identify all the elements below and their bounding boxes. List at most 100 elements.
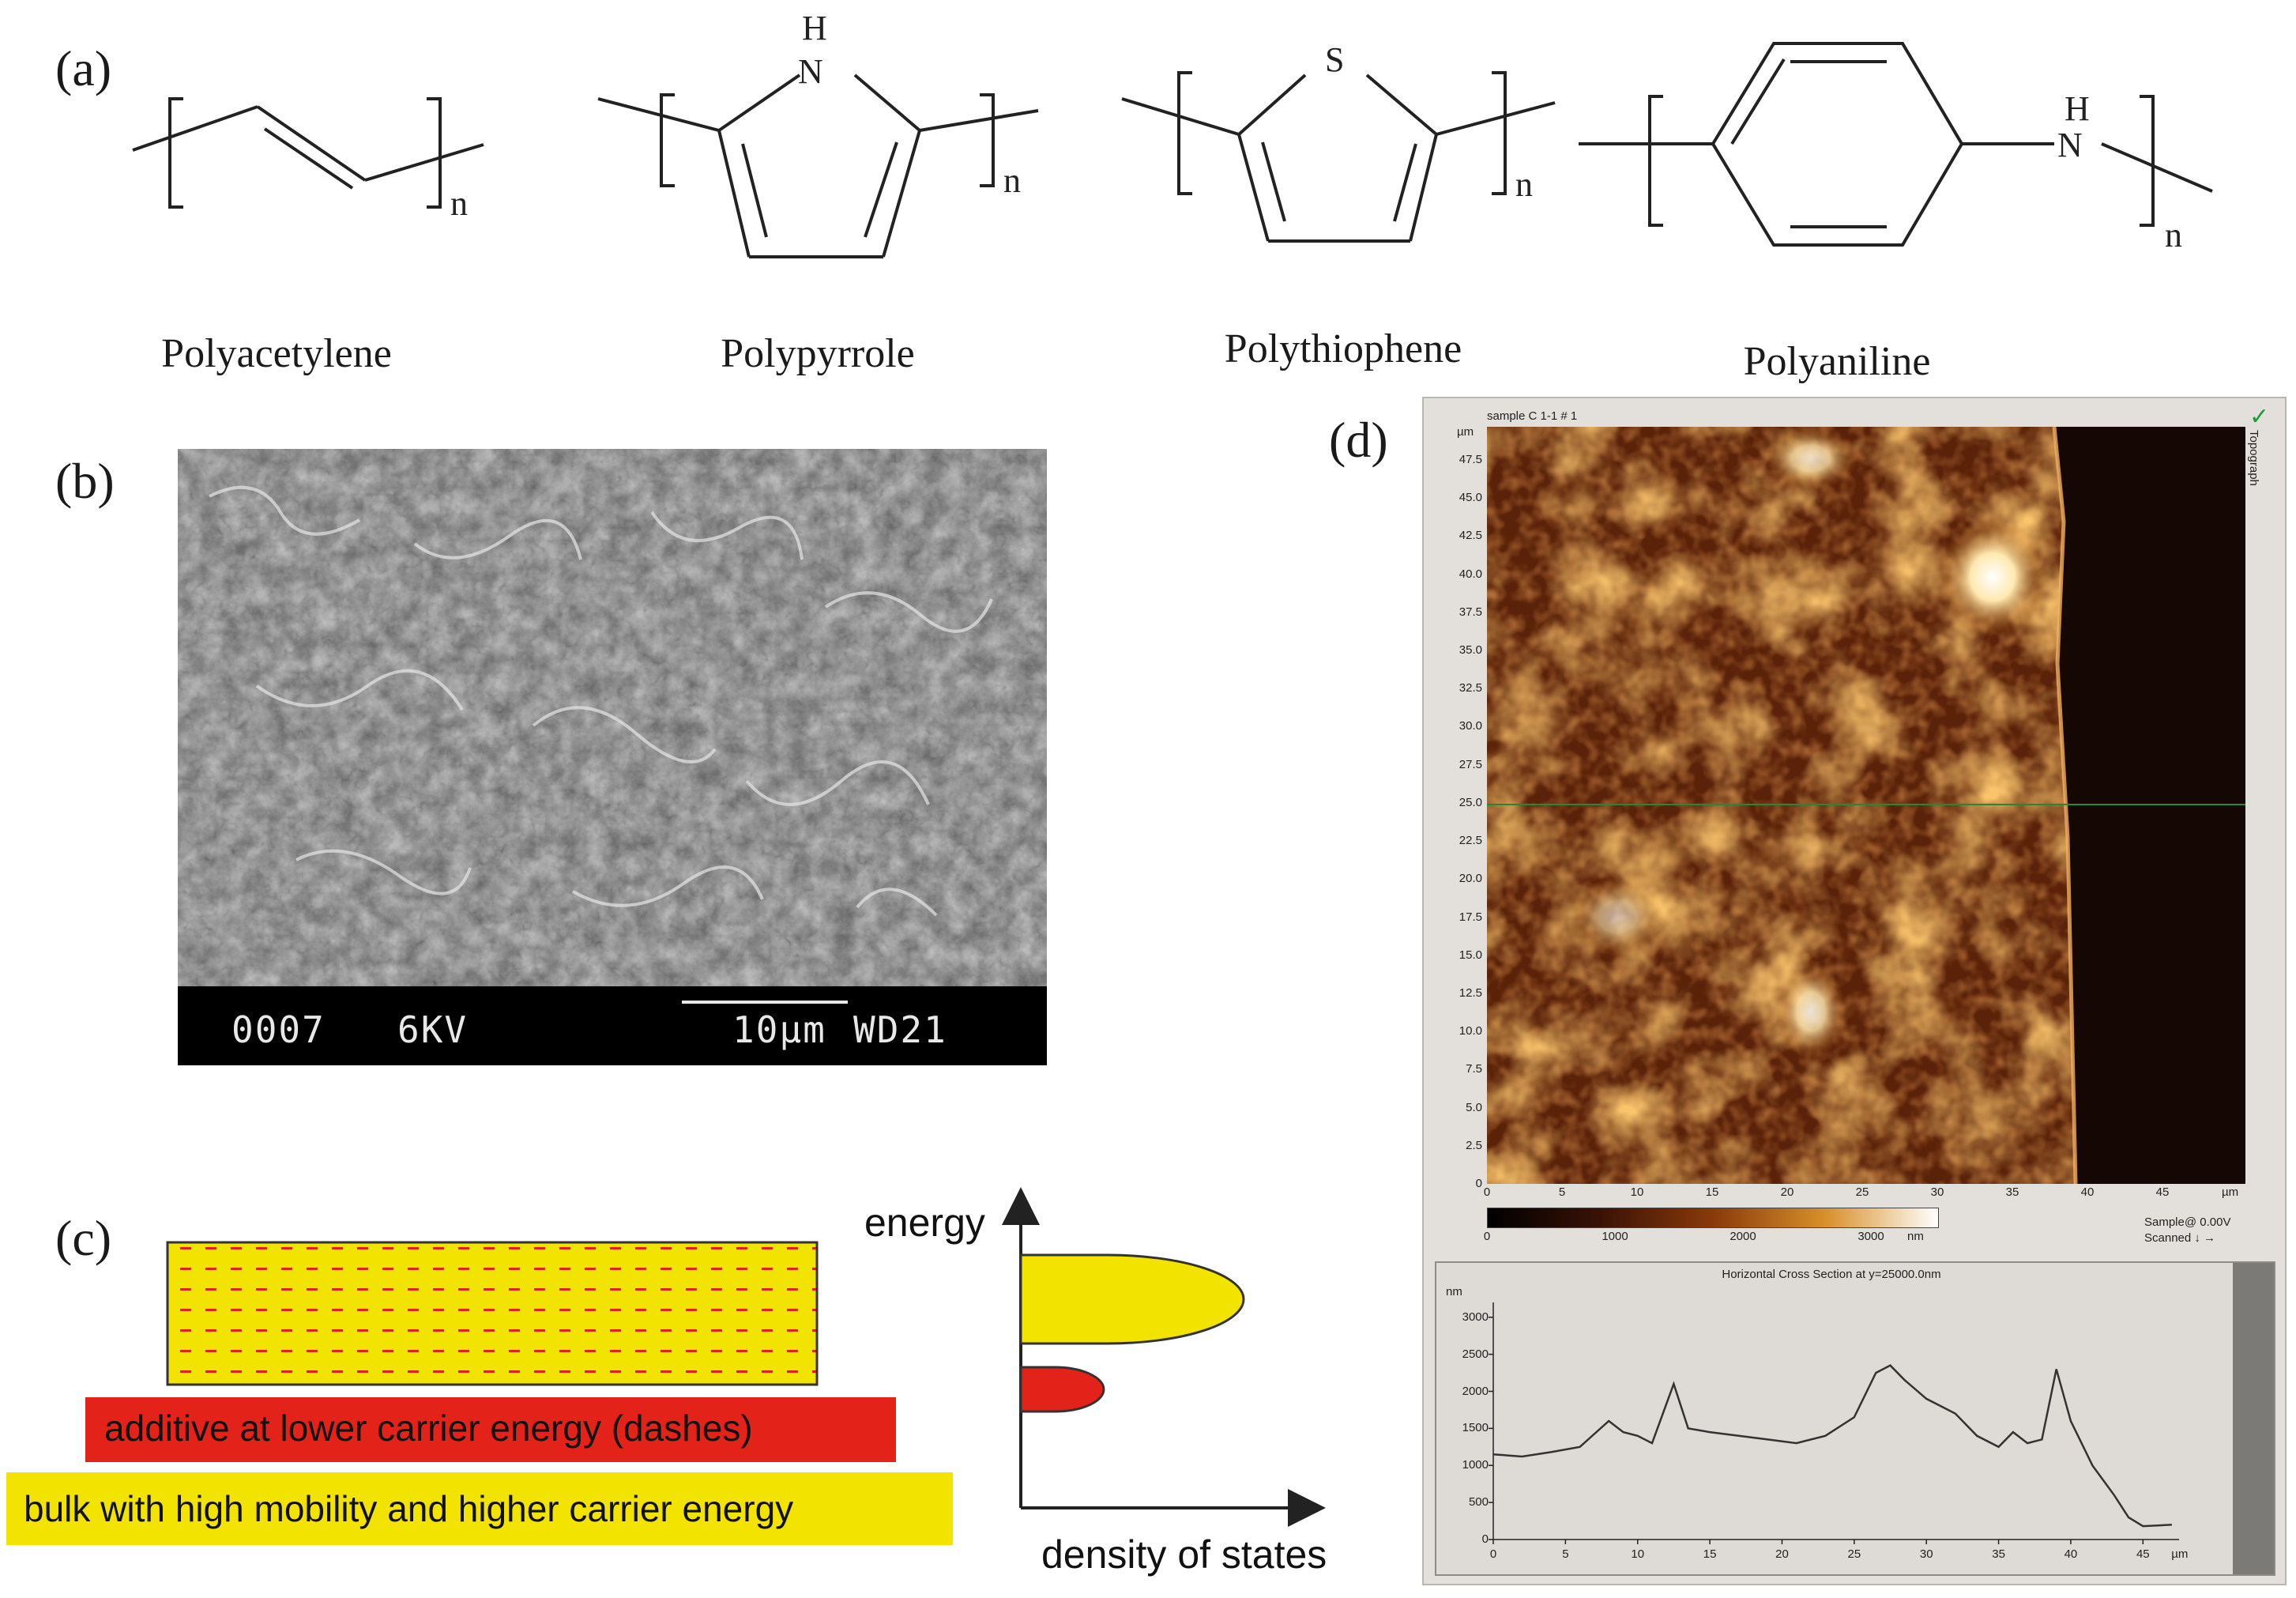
x-tick-label: 40 bbox=[2080, 1185, 2095, 1199]
y-tick-label: 0 bbox=[1475, 1177, 1482, 1190]
bulk-layer bbox=[6, 1472, 953, 1545]
x-tick-label: 30 bbox=[1930, 1185, 1944, 1199]
y-tick-label: 47.5 bbox=[1459, 453, 1482, 466]
y-tick-label: 20.0 bbox=[1459, 872, 1482, 886]
sem-micrograph: 0007 6KV 10µm WD21 bbox=[178, 449, 1047, 1065]
x-tick-label: 25 bbox=[1855, 1185, 1869, 1199]
y-tick-label: 32.5 bbox=[1459, 681, 1482, 695]
polyacetylene-n: n bbox=[450, 184, 468, 223]
x-tick-label: 45 bbox=[2155, 1185, 2170, 1199]
x-tick-label: 20 bbox=[1780, 1185, 1794, 1199]
cs-y-tick-label: 2000 bbox=[1462, 1384, 1489, 1398]
polyacetylene-name: Polyacetylene bbox=[161, 331, 392, 376]
cs-y-tick-label: 2500 bbox=[1462, 1347, 1489, 1361]
polythiophene-structure bbox=[1121, 71, 1556, 243]
colorbar bbox=[1487, 1208, 1939, 1228]
y-tick-label: 10.0 bbox=[1459, 1024, 1482, 1038]
polyaniline-structure bbox=[1579, 42, 2213, 247]
cs-x-tick-label: 5 bbox=[1562, 1547, 1569, 1561]
aniline-h-atom: H bbox=[2065, 89, 2090, 128]
y-tick-label: 27.5 bbox=[1459, 757, 1482, 771]
status-voltage: Sample@ 0.00V bbox=[2144, 1215, 2231, 1229]
pyrrole-h-atom: H bbox=[802, 9, 827, 47]
polythiophene-name: Polythiophene bbox=[1224, 326, 1462, 371]
sem-image-number: 0007 bbox=[231, 1008, 326, 1051]
additive-layer bbox=[85, 1397, 896, 1462]
aniline-n-atom: N bbox=[2057, 126, 2083, 164]
energy-axis-label: energy bbox=[864, 1200, 985, 1245]
x-unit: µm bbox=[2222, 1185, 2239, 1199]
sem-working-distance: WD21 bbox=[853, 1008, 947, 1051]
topography-image bbox=[1487, 427, 2245, 1184]
y-tick-label: 45.0 bbox=[1459, 491, 1482, 505]
cs-y-tick-label: 3000 bbox=[1462, 1310, 1489, 1324]
height-profile bbox=[1492, 1364, 2172, 1528]
topography-svg bbox=[1487, 427, 2245, 1184]
polypyrrole-name: Polypyrrole bbox=[721, 331, 915, 376]
y-tick-label: 25.0 bbox=[1459, 795, 1482, 809]
energy-diagram bbox=[6, 1187, 1326, 1545]
polyaniline-name: Polyaniline bbox=[1743, 339, 1931, 384]
status-scan: Scanned ↓ → bbox=[2144, 1231, 2216, 1245]
cs-x-unit: µm bbox=[2171, 1547, 2189, 1561]
cs-y-tick-label: 1000 bbox=[1462, 1458, 1489, 1472]
x-tick-label: 35 bbox=[2005, 1185, 2019, 1199]
cs-y-tick-label: 1500 bbox=[1462, 1421, 1489, 1435]
cross-section-plot bbox=[1489, 1302, 2179, 1544]
y-tick-label: 37.5 bbox=[1459, 605, 1482, 619]
check-icon: ✓ bbox=[2249, 403, 2270, 431]
polyaniline-n: n bbox=[2165, 216, 2182, 254]
dos-axis-label: density of states bbox=[1041, 1532, 1327, 1577]
additive-label: additive at lower carrier energy (dashes… bbox=[104, 1408, 753, 1449]
y-tick-label: 12.5 bbox=[1459, 986, 1482, 1000]
additive-dashed-layer bbox=[166, 1241, 819, 1386]
cs-y-tick-label: 0 bbox=[1481, 1532, 1489, 1546]
y-tick-label: 42.5 bbox=[1459, 529, 1482, 543]
panel-c-label: (c) bbox=[55, 1210, 112, 1266]
cs-x-tick-label: 35 bbox=[1992, 1547, 2005, 1561]
cs-x-tick-label: 20 bbox=[1775, 1547, 1789, 1561]
y-tick-label: 30.0 bbox=[1459, 719, 1482, 733]
cross-section-panel: Horizontal Cross Section at y=25000.0nm … bbox=[1435, 1261, 2275, 1576]
cs-x-tick-label: 30 bbox=[1919, 1547, 1933, 1561]
y-tick-label: 15.0 bbox=[1459, 948, 1482, 962]
y-tick-label: 5.0 bbox=[1466, 1100, 1482, 1114]
sem-voltage: 6KV bbox=[397, 1008, 469, 1051]
cs-y-tick-label: 500 bbox=[1468, 1495, 1489, 1509]
cross-section-title: Horizontal Cross Section at y=25000.0nm bbox=[1722, 1268, 1941, 1281]
polypyrrole-n: n bbox=[1003, 161, 1021, 200]
y-tick-label: 40.0 bbox=[1459, 567, 1482, 581]
cs-x-tick-label: 10 bbox=[1631, 1547, 1645, 1561]
sem-info-bar: 0007 6KV 10µm WD21 bbox=[178, 986, 1047, 1065]
cross-section-scrollbar[interactable] bbox=[2233, 1263, 2274, 1574]
bulk-dos-lobe bbox=[1019, 1253, 1245, 1345]
thiophene-s-atom: S bbox=[1325, 40, 1344, 79]
colorbar-tick-label: 2000 bbox=[1730, 1230, 1756, 1243]
bulk-label: bulk with high mobility and higher carri… bbox=[24, 1488, 794, 1529]
x-tick-label: 10 bbox=[1630, 1185, 1644, 1199]
panel-a-label: (a) bbox=[55, 40, 112, 96]
x-tick-label: 15 bbox=[1705, 1185, 1719, 1199]
afm-title: sample C 1-1 # 1 bbox=[1487, 409, 1578, 423]
cs-y-unit: nm bbox=[1446, 1285, 1462, 1298]
y-tick-label: 22.5 bbox=[1459, 834, 1482, 848]
sem-texture bbox=[178, 449, 1047, 986]
x-tick-label: 5 bbox=[1558, 1185, 1566, 1199]
sem-scale-label: 10µm bbox=[732, 1008, 826, 1051]
panel-b-label: (b) bbox=[55, 453, 115, 509]
colorbar-tick-label: 3000 bbox=[1858, 1230, 1884, 1243]
cs-x-tick-label: 40 bbox=[2064, 1547, 2078, 1561]
pyrrole-n-atom: N bbox=[798, 52, 823, 91]
cs-x-tick-label: 25 bbox=[1847, 1547, 1861, 1561]
y-tick-label: 2.5 bbox=[1466, 1138, 1482, 1152]
cs-x-tick-label: 45 bbox=[2136, 1547, 2150, 1561]
colorbar-unit: nm bbox=[1907, 1230, 1924, 1243]
y-tick-label: 35.0 bbox=[1459, 643, 1482, 658]
x-tick-label: 0 bbox=[1483, 1185, 1491, 1199]
chemical-structures: H N S H N n n n n bbox=[132, 9, 2213, 258]
afm-window: sample C 1-1 # 1 ✓ Topograph µm 47.5 45.0… bbox=[1422, 397, 2287, 1585]
sem-scale-bar bbox=[682, 1001, 848, 1004]
panel-d-label: (d) bbox=[1329, 412, 1388, 468]
colorbar-tick-label: 1000 bbox=[1602, 1230, 1628, 1243]
topograph-label: Topograph bbox=[2247, 430, 2260, 486]
